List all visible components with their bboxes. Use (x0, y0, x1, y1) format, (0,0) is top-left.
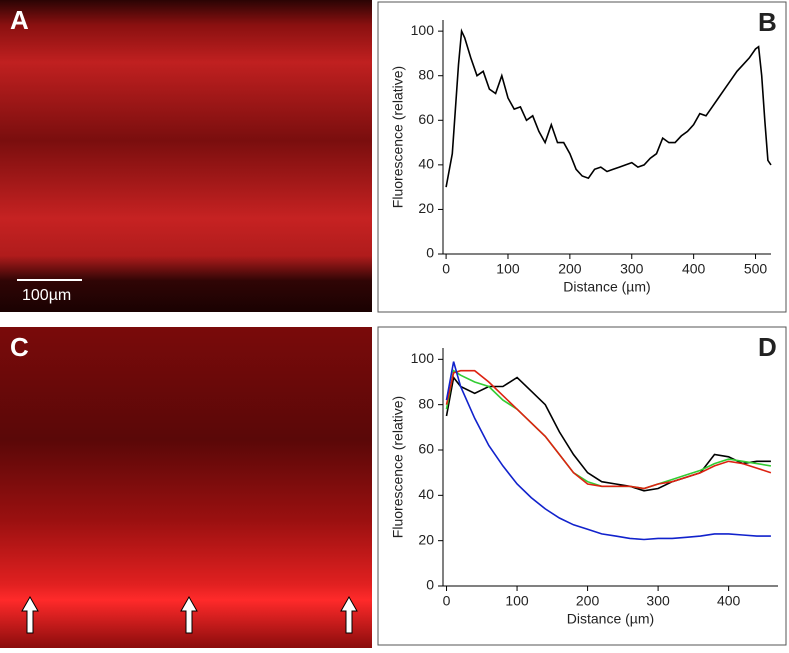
y-tick-label: 60 (418, 111, 434, 127)
y-tick-label: 60 (418, 441, 434, 457)
x-axis-label: Distance (µm) (567, 611, 654, 627)
y-tick-label: 100 (411, 350, 435, 366)
y-tick-label: 40 (418, 156, 434, 172)
data-line (445, 369, 772, 490)
x-tick-label: 200 (558, 261, 582, 277)
micrograph-a (0, 0, 372, 312)
panel-frame (377, 326, 787, 646)
y-axis-label: Fluorescence (relative) (390, 66, 406, 208)
data-line (445, 361, 771, 541)
x-axis-label: Distance (µm) (563, 279, 650, 295)
x-tick-label: 300 (646, 593, 670, 609)
y-tick-label: 80 (418, 66, 434, 82)
micrograph-c (0, 327, 372, 648)
x-tick-label: 100 (505, 593, 529, 609)
scale-bar-label: 100µm (22, 287, 71, 304)
arrow (340, 595, 358, 634)
arrow (180, 595, 198, 634)
x-tick-label: 0 (443, 593, 451, 609)
panel-label: B (758, 7, 777, 37)
data-line (445, 375, 771, 492)
x-tick-label: 500 (744, 261, 768, 277)
y-tick-label: 0 (426, 245, 434, 261)
y-axis-label: Fluorescence (relative) (390, 396, 406, 538)
x-tick-label: 300 (620, 261, 644, 277)
panel-label: A (10, 5, 29, 35)
y-tick-label: 80 (418, 395, 434, 411)
data-line (445, 28, 772, 188)
x-tick-label: 400 (682, 261, 706, 277)
y-tick-label: 0 (426, 577, 434, 593)
arrows (21, 595, 358, 634)
y-tick-label: 100 (411, 22, 435, 38)
x-tick-label: 200 (576, 593, 600, 609)
x-tick-label: 100 (496, 261, 520, 277)
panel-label: C (10, 332, 29, 362)
y-tick-label: 20 (418, 531, 434, 547)
x-tick-label: 400 (717, 593, 741, 609)
arrow (21, 595, 39, 634)
y-tick-label: 20 (418, 200, 434, 216)
y-tick-label: 40 (418, 486, 434, 502)
panel-label: D (758, 332, 777, 362)
panel-frame (377, 1, 787, 313)
x-tick-label: 0 (442, 261, 450, 277)
